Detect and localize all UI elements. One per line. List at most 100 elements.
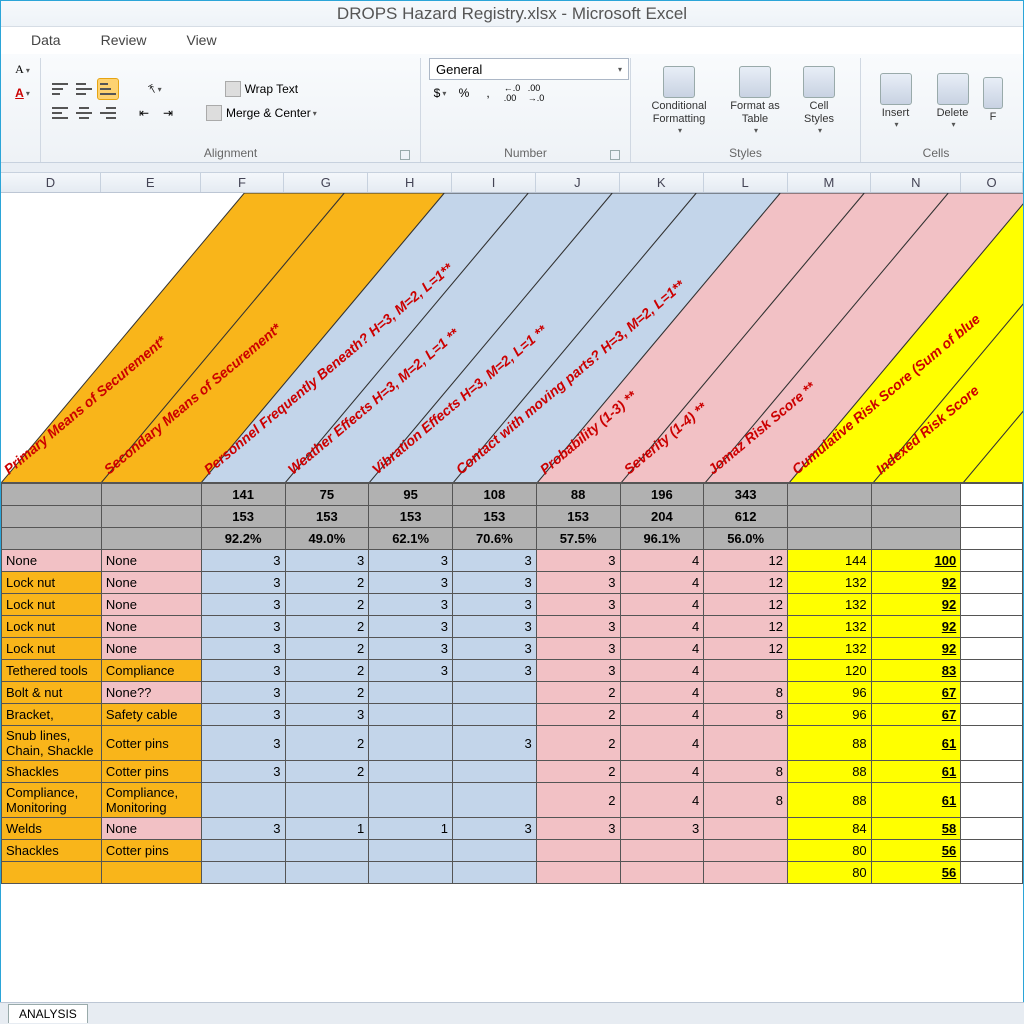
summary-cell[interactable]: 204: [620, 506, 704, 528]
summary-cell[interactable]: 92.2%: [201, 528, 285, 550]
summary-cell[interactable]: 95: [369, 484, 453, 506]
secondary-securement-cell[interactable]: Compliance: [101, 660, 201, 682]
primary-securement-cell[interactable]: Lock nut: [2, 572, 102, 594]
orientation-button[interactable]: ⤒▾: [133, 78, 179, 100]
personnel-cell[interactable]: 3: [201, 572, 285, 594]
probability-cell[interactable]: 2: [536, 761, 620, 783]
summary-cell[interactable]: 196: [620, 484, 704, 506]
cumulative-cell[interactable]: 120: [788, 660, 872, 682]
decrease-indent-button[interactable]: ⇤: [133, 102, 155, 124]
summary-cell[interactable]: 56.0%: [704, 528, 788, 550]
primary-securement-cell[interactable]: Lock nut: [2, 594, 102, 616]
contact-cell[interactable]: 3: [453, 572, 537, 594]
cumulative-cell[interactable]: 88: [788, 783, 872, 818]
summary-cell[interactable]: 57.5%: [536, 528, 620, 550]
personnel-cell[interactable]: 3: [201, 550, 285, 572]
probability-cell[interactable]: 3: [536, 660, 620, 682]
personnel-cell[interactable]: [201, 840, 285, 862]
jomaz-cell[interactable]: 8: [704, 761, 788, 783]
indexed-cell[interactable]: 67: [871, 682, 961, 704]
indexed-cell[interactable]: 61: [871, 761, 961, 783]
contact-cell[interactable]: [453, 704, 537, 726]
indexed-cell[interactable]: 58: [871, 818, 961, 840]
summary-cell[interactable]: 141: [201, 484, 285, 506]
weather-cell[interactable]: [285, 840, 369, 862]
summary-cell[interactable]: [101, 484, 201, 506]
blank-cell[interactable]: [961, 616, 1023, 638]
weather-cell[interactable]: 2: [285, 572, 369, 594]
contact-cell[interactable]: [453, 862, 537, 884]
cumulative-cell[interactable]: 144: [788, 550, 872, 572]
cumulative-cell[interactable]: 132: [788, 594, 872, 616]
contact-cell[interactable]: 3: [453, 550, 537, 572]
vibration-cell[interactable]: 3: [369, 572, 453, 594]
summary-cell[interactable]: [2, 484, 102, 506]
severity-cell[interactable]: 3: [620, 818, 704, 840]
weather-cell[interactable]: 2: [285, 682, 369, 704]
severity-cell[interactable]: 4: [620, 704, 704, 726]
sheet-tab-analysis[interactable]: ANALYSIS: [8, 1004, 88, 1023]
severity-cell[interactable]: [620, 840, 704, 862]
jomaz-cell[interactable]: 12: [704, 550, 788, 572]
cumulative-cell[interactable]: 88: [788, 761, 872, 783]
personnel-cell[interactable]: 3: [201, 682, 285, 704]
probability-cell[interactable]: 3: [536, 818, 620, 840]
primary-securement-cell[interactable]: Shackles: [2, 761, 102, 783]
summary-cell[interactable]: 70.6%: [453, 528, 537, 550]
contact-cell[interactable]: 3: [453, 818, 537, 840]
secondary-securement-cell[interactable]: None: [101, 638, 201, 660]
secondary-securement-cell[interactable]: None: [101, 594, 201, 616]
vibration-cell[interactable]: [369, 704, 453, 726]
col-header-L[interactable]: L: [704, 173, 788, 192]
alignment-dialog-launcher[interactable]: [400, 150, 410, 160]
primary-securement-cell[interactable]: Snub lines, Chain, Shackle: [2, 726, 102, 761]
severity-cell[interactable]: 4: [620, 616, 704, 638]
number-dialog-launcher[interactable]: [610, 150, 620, 160]
blank-cell[interactable]: [961, 638, 1023, 660]
vibration-cell[interactable]: [369, 840, 453, 862]
vibration-cell[interactable]: 3: [369, 594, 453, 616]
summary-cell[interactable]: [788, 484, 872, 506]
summary-cell[interactable]: 612: [704, 506, 788, 528]
severity-cell[interactable]: 4: [620, 682, 704, 704]
secondary-securement-cell[interactable]: None: [101, 550, 201, 572]
summary-cell[interactable]: 62.1%: [369, 528, 453, 550]
probability-cell[interactable]: 3: [536, 638, 620, 660]
blank-cell[interactable]: [961, 550, 1023, 572]
jomaz-cell[interactable]: 12: [704, 616, 788, 638]
severity-cell[interactable]: 4: [620, 594, 704, 616]
vibration-cell[interactable]: [369, 726, 453, 761]
merge-center-button[interactable]: Merge & Center▾: [199, 102, 324, 124]
primary-securement-cell[interactable]: None: [2, 550, 102, 572]
personnel-cell[interactable]: 3: [201, 704, 285, 726]
secondary-securement-cell[interactable]: Safety cable: [101, 704, 201, 726]
weather-cell[interactable]: 2: [285, 616, 369, 638]
probability-cell[interactable]: 3: [536, 572, 620, 594]
secondary-securement-cell[interactable]: Cotter pins: [101, 840, 201, 862]
blank-cell[interactable]: [961, 594, 1023, 616]
col-header-J[interactable]: J: [536, 173, 620, 192]
cumulative-cell[interactable]: 96: [788, 704, 872, 726]
summary-cell[interactable]: [101, 528, 201, 550]
personnel-cell[interactable]: 3: [201, 726, 285, 761]
col-header-F[interactable]: F: [201, 173, 285, 192]
primary-securement-cell[interactable]: Bolt & nut: [2, 682, 102, 704]
blank-cell[interactable]: [961, 704, 1023, 726]
summary-cell[interactable]: 153: [453, 506, 537, 528]
jomaz-cell[interactable]: 8: [704, 783, 788, 818]
col-header-D[interactable]: D: [1, 173, 101, 192]
blank-cell[interactable]: [961, 862, 1023, 884]
severity-cell[interactable]: 4: [620, 638, 704, 660]
severity-cell[interactable]: 4: [620, 783, 704, 818]
cumulative-cell[interactable]: 96: [788, 682, 872, 704]
vibration-cell[interactable]: 3: [369, 616, 453, 638]
menu-data[interactable]: Data: [31, 27, 61, 53]
indexed-cell[interactable]: 67: [871, 704, 961, 726]
severity-cell[interactable]: 4: [620, 550, 704, 572]
weather-cell[interactable]: 2: [285, 638, 369, 660]
blank-cell[interactable]: [961, 572, 1023, 594]
severity-cell[interactable]: 4: [620, 726, 704, 761]
format-as-table-button[interactable]: Format as Table▾: [723, 61, 787, 141]
indexed-cell[interactable]: 92: [871, 616, 961, 638]
personnel-cell[interactable]: [201, 862, 285, 884]
